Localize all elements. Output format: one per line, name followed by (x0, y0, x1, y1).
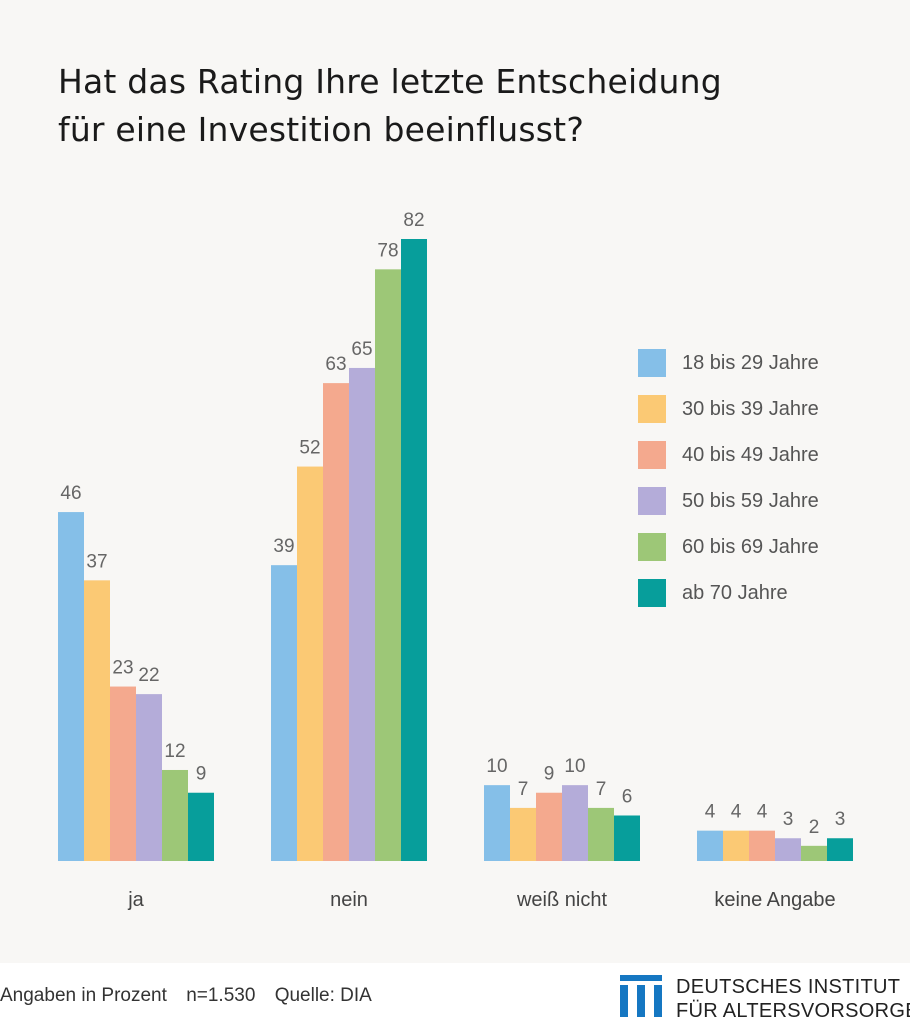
data-label: 23 (112, 658, 133, 679)
unit-note: Angaben in Prozent (0, 985, 167, 1006)
data-label: 46 (60, 483, 81, 504)
bar (188, 792, 214, 861)
legend-label: 18 bis 29 Jahre (682, 351, 819, 374)
bar (562, 785, 588, 861)
legend-swatch (638, 441, 666, 469)
data-label: 4 (757, 802, 768, 823)
data-label: 4 (731, 802, 742, 823)
legend-label: 50 bis 59 Jahre (682, 489, 819, 512)
bar (110, 686, 136, 861)
chart-title-line-2: für eine Investition beeinflusst? (58, 110, 585, 149)
data-label: 10 (486, 756, 507, 777)
data-label: 78 (377, 240, 398, 261)
data-label: 63 (325, 354, 346, 375)
bar (297, 466, 323, 861)
sample-size: n=1.530 (186, 985, 256, 1006)
data-label: 9 (544, 764, 555, 785)
data-label: 3 (783, 809, 794, 830)
legend-swatch (638, 487, 666, 515)
legend-swatch (638, 395, 666, 423)
category-label: ja (127, 889, 144, 911)
chart-title: Hat das Rating Ihre letzte Entscheidung … (58, 58, 838, 154)
data-label: 2 (809, 817, 820, 838)
bar (536, 792, 562, 861)
bar (271, 565, 297, 861)
bar (349, 367, 375, 861)
bar (614, 815, 640, 861)
bar (588, 807, 614, 861)
legend-item: 60 bis 69 Jahre (638, 524, 819, 570)
bar (697, 830, 723, 861)
legend-item: ab 70 Jahre (638, 570, 819, 616)
bar (510, 807, 536, 861)
bar (136, 694, 162, 861)
bar (775, 838, 801, 861)
legend-label: 60 bis 69 Jahre (682, 535, 819, 558)
data-label: 12 (164, 741, 185, 762)
data-label: 52 (299, 438, 320, 459)
legend-label: 40 bis 49 Jahre (682, 443, 819, 466)
bar (827, 838, 853, 861)
category-label: nein (330, 889, 368, 911)
legend-swatch (638, 533, 666, 561)
bar (749, 830, 775, 861)
category-label: weiß nicht (516, 889, 607, 911)
legend-item: 30 bis 39 Jahre (638, 386, 819, 432)
bar (401, 239, 427, 861)
data-label: 65 (351, 339, 372, 360)
data-label: 37 (86, 551, 107, 572)
data-label: 3 (835, 809, 846, 830)
legend-item: 40 bis 49 Jahre (638, 432, 819, 478)
chart-title-line-1: Hat das Rating Ihre letzte Entscheidung (58, 62, 722, 101)
data-label: 7 (596, 779, 607, 800)
legend-swatch (638, 349, 666, 377)
data-label: 22 (138, 665, 159, 686)
legend-swatch (638, 579, 666, 607)
data-label: 6 (622, 786, 633, 807)
footnote: Angaben in Prozent n=1.530 Quelle: DIA (0, 985, 386, 1007)
bar (84, 580, 110, 861)
source-note: Quelle: DIA (274, 985, 372, 1006)
bar (723, 830, 749, 861)
data-label: 9 (196, 764, 207, 785)
data-label: 10 (564, 756, 585, 777)
data-label: 82 (403, 210, 424, 231)
category-label: keine Angabe (714, 889, 835, 911)
legend-label: ab 70 Jahre (682, 581, 788, 604)
institute-logo-icon (620, 975, 662, 1017)
footer: Angaben in Prozent n=1.530 Quelle: DIA D… (0, 963, 910, 1024)
bar (801, 845, 827, 861)
data-label: 7 (518, 779, 529, 800)
brand-name: DEUTSCHES INSTITUT FÜR ALTERSVORSORGE (676, 975, 910, 1023)
chart-legend: 18 bis 29 Jahre 30 bis 39 Jahre 40 bis 49 … (638, 340, 819, 616)
bar (484, 785, 510, 861)
brand: DEUTSCHES INSTITUT FÜR ALTERSVORSORGE (620, 975, 910, 1023)
bar (58, 512, 84, 861)
bar-group: 46 37 23 22 12 9 (58, 483, 214, 861)
brand-line-2: FÜR ALTERSVORSORGE (676, 1000, 910, 1022)
data-label: 39 (273, 536, 294, 557)
legend-label: 30 bis 39 Jahre (682, 397, 819, 420)
chart-panel: Hat das Rating Ihre letzte Entscheidung … (58, 58, 853, 911)
bar (375, 269, 401, 862)
bar (323, 383, 349, 861)
brand-line-1: DEUTSCHES INSTITUT (676, 976, 901, 998)
legend-item: 50 bis 59 Jahre (638, 478, 819, 524)
data-label: 4 (705, 802, 716, 823)
bar (162, 769, 188, 861)
legend-item: 18 bis 29 Jahre (638, 340, 819, 386)
